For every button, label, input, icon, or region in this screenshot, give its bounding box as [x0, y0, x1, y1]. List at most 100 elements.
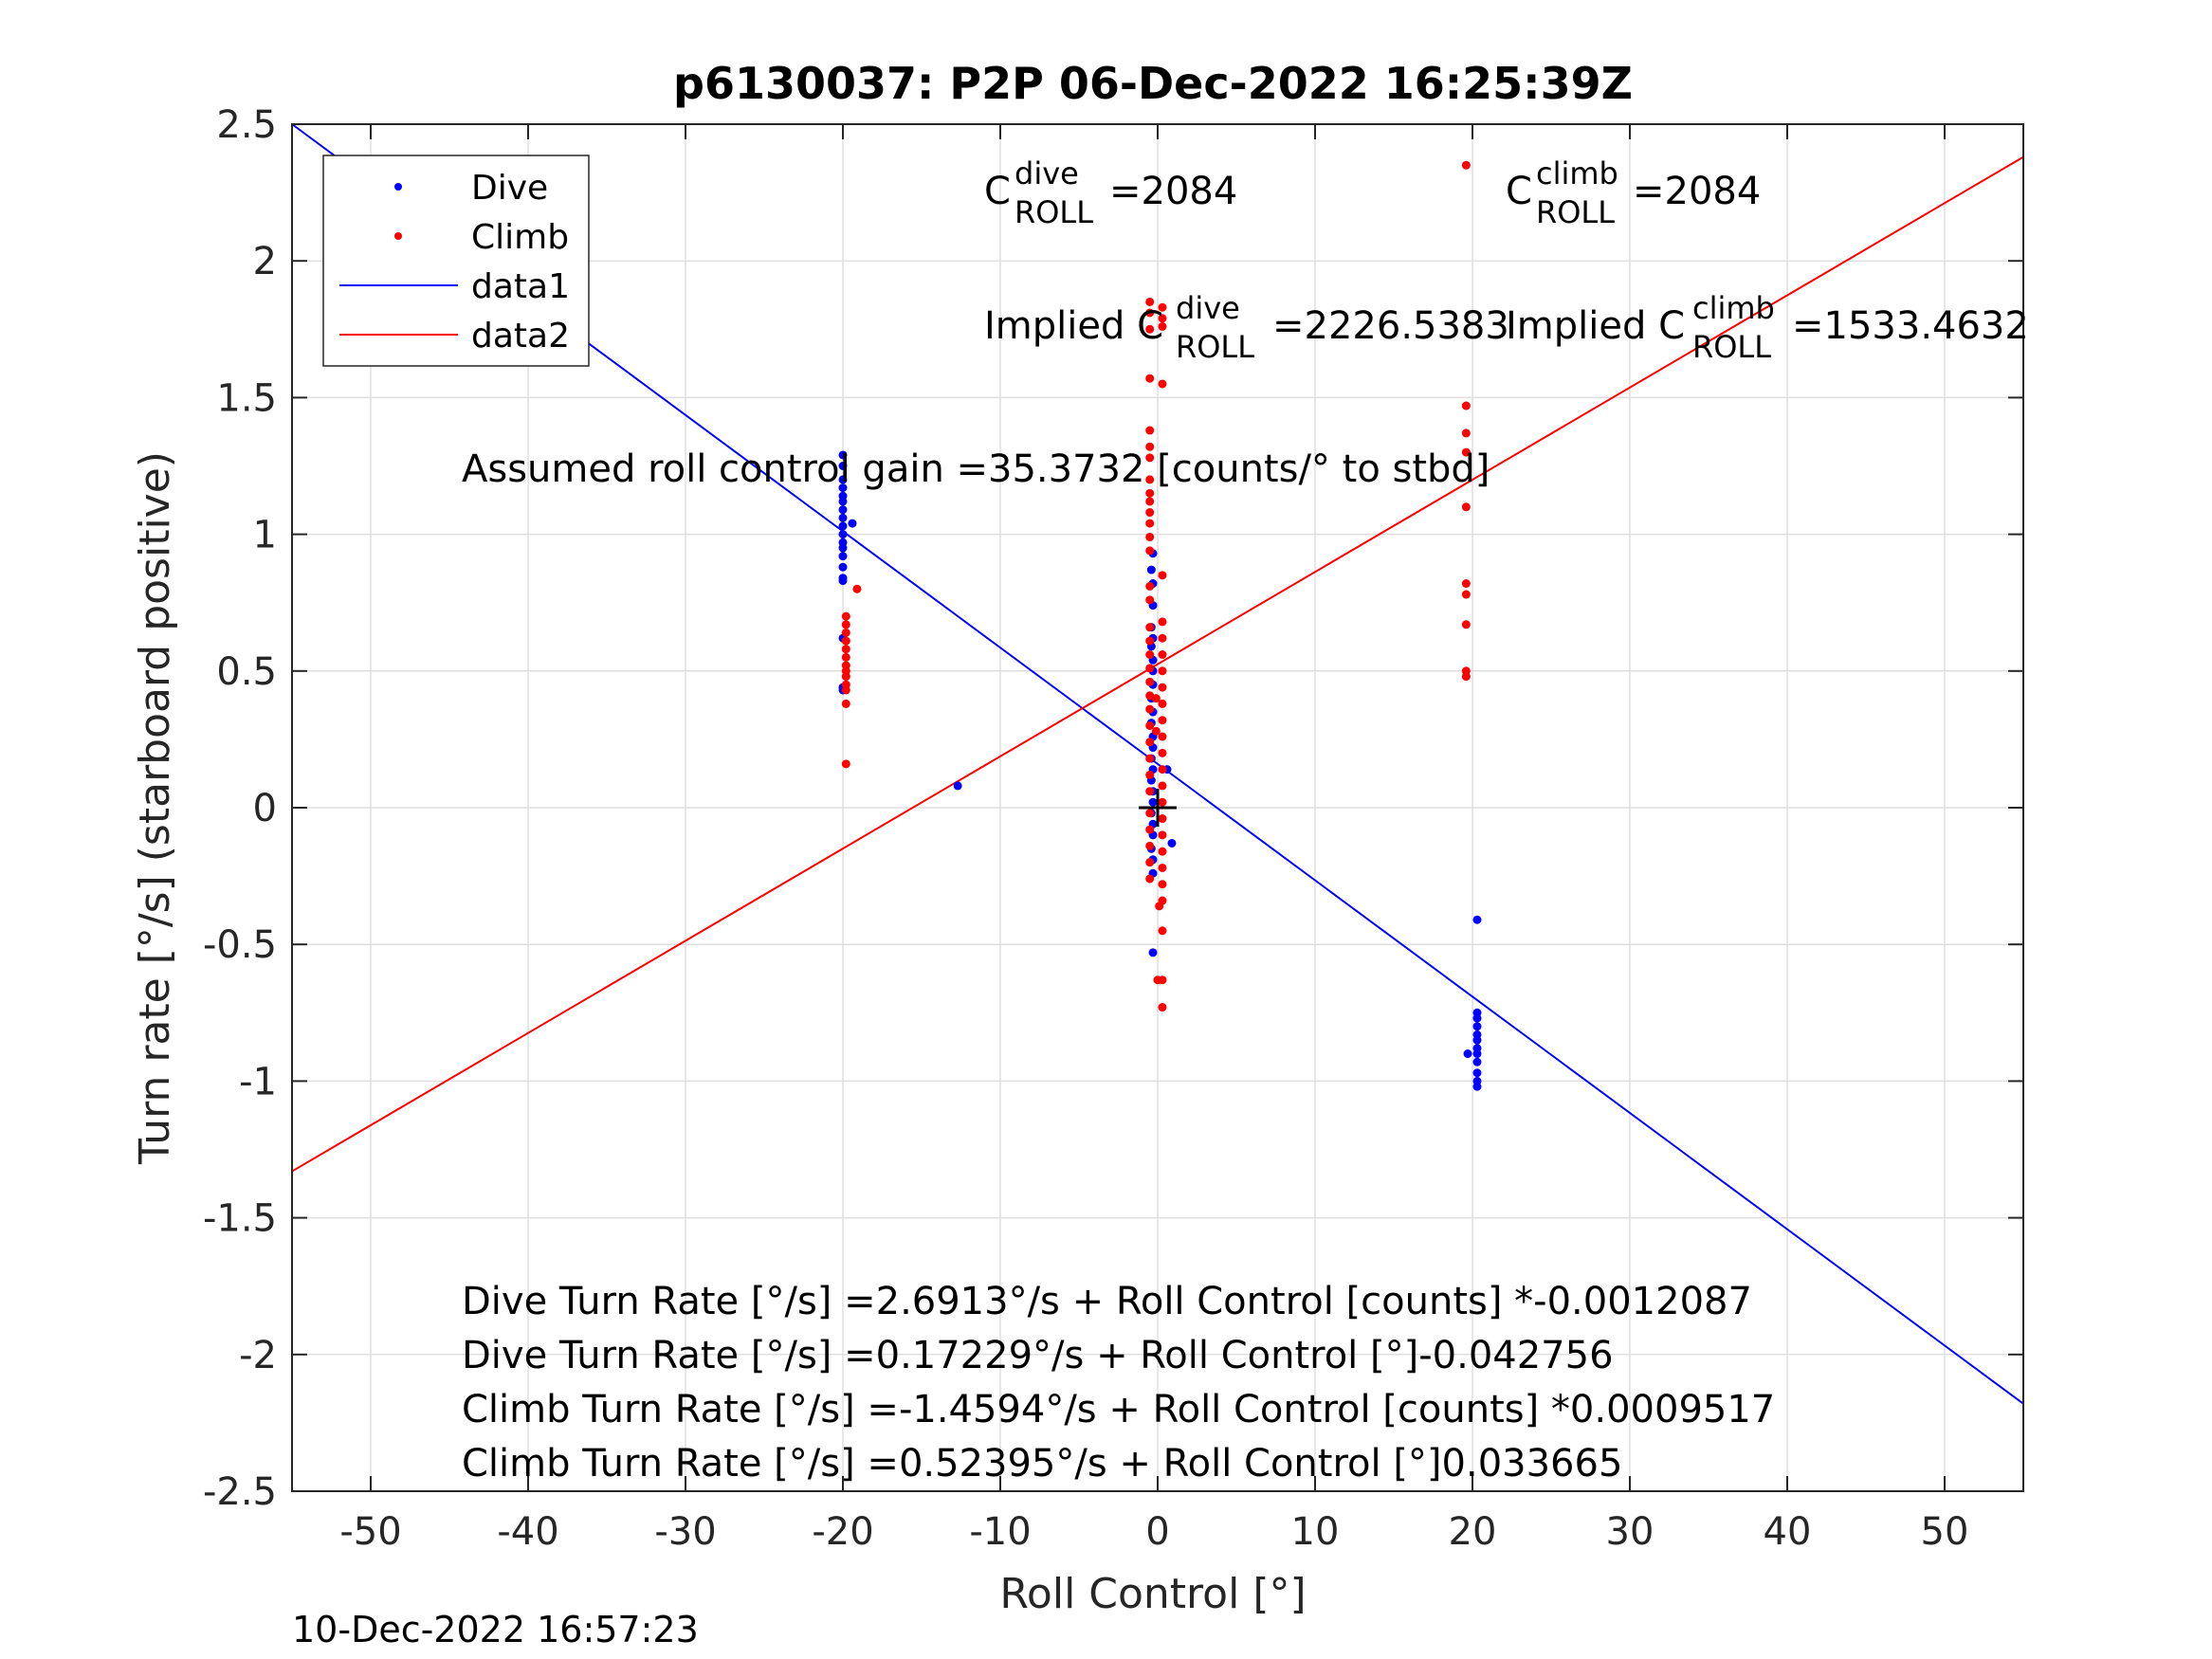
dive-point	[848, 519, 857, 528]
x-tick-label: 0	[1145, 1510, 1169, 1554]
climb-point	[1158, 633, 1167, 643]
climb-point	[1151, 726, 1161, 736]
dive-point	[1472, 1035, 1482, 1045]
climb-point	[1461, 428, 1471, 438]
dive-point	[1472, 1049, 1482, 1059]
climb-point	[1145, 308, 1155, 318]
y-axis-title: Turn rate [°/s] (starboard positive)	[131, 451, 179, 1165]
dive-point	[1167, 838, 1177, 848]
dive-point	[1148, 948, 1158, 957]
climb-point	[1158, 302, 1167, 312]
climb-point	[1461, 160, 1471, 170]
climb-point	[1158, 781, 1167, 791]
climb-point	[1145, 595, 1155, 605]
legend: Dive Climb data1 data2	[322, 155, 590, 367]
c-dive-base: C	[984, 170, 1011, 213]
legend-data2-label: data2	[471, 317, 570, 356]
fit-line-data2	[291, 155, 2024, 1173]
dive-point	[1463, 1049, 1472, 1059]
footer-timestamp: 10-Dec-2022 16:57:23	[292, 1609, 699, 1650]
implied-c-roll-climb-annotation: Implied C climb ROLL =1533.4632	[1506, 290, 2029, 365]
legend-climb-label: Climb	[471, 218, 569, 257]
dive-point	[838, 530, 848, 539]
climb-point	[1461, 502, 1471, 512]
climb-point	[841, 611, 850, 621]
y-tick-label: -2.5	[203, 1470, 277, 1514]
climb-point	[1145, 787, 1155, 796]
axis-ticks	[292, 123, 2023, 1492]
climb-point	[1145, 720, 1155, 730]
x-tick-label: -20	[812, 1510, 873, 1554]
dive-point	[1472, 1057, 1482, 1066]
dive-point	[838, 450, 848, 460]
climb-point	[1145, 519, 1155, 528]
c-dive-value: =2084	[1109, 170, 1237, 213]
implied-climb-sup: climb	[1692, 290, 1775, 326]
dive-point	[838, 497, 848, 506]
x-tick-label: -30	[654, 1510, 716, 1554]
climb-point	[841, 699, 850, 708]
y-tick-label: 1.5	[216, 376, 277, 420]
implied-climb-prefix: Implied C	[1506, 304, 1685, 348]
x-tick-label: -10	[969, 1510, 1031, 1554]
climb-point	[1158, 926, 1167, 936]
y-tick-labels: -2.5 -2 -1.5 -1 -0.5 0 0.5 1 1.5 2 2.5	[203, 103, 277, 1514]
climb-point	[1461, 590, 1471, 599]
dive-point	[1472, 1013, 1482, 1023]
equation-dive-counts: Dive Turn Rate [°/s] =2.6913°/s + Roll C…	[462, 1280, 1752, 1323]
dive-point	[838, 562, 848, 572]
climb-point	[1145, 754, 1155, 763]
y-tick-label: -1	[239, 1060, 277, 1103]
climb-point	[1145, 809, 1155, 818]
x-tick-label: 30	[1606, 1510, 1654, 1554]
climb-point	[1461, 447, 1471, 457]
legend-box	[322, 155, 590, 367]
x-tick-label: -40	[497, 1510, 558, 1554]
climb-point	[1158, 863, 1167, 872]
climb-point	[1158, 830, 1167, 840]
dive-point	[1472, 915, 1482, 924]
legend-dive-label: Dive	[471, 169, 548, 208]
dive-point	[1148, 797, 1158, 807]
climb-point	[1145, 825, 1155, 834]
implied-dive-sup: dive	[1176, 290, 1240, 326]
y-tick-label: 2.5	[216, 103, 277, 147]
climb-point	[1158, 797, 1167, 807]
climb-point	[841, 759, 850, 769]
x-tick-labels: -50 -40 -30 -20 -10 0 10 20 30 40 50	[339, 1510, 1968, 1554]
climb-point	[1145, 704, 1155, 714]
climb-point	[1158, 765, 1167, 775]
climb-point	[1155, 902, 1164, 911]
c-climb-base: C	[1506, 170, 1532, 213]
dive-point	[1146, 565, 1156, 574]
climb-point	[841, 620, 850, 629]
climb-point	[1145, 442, 1155, 451]
c-dive-sup: dive	[1015, 155, 1079, 191]
c-roll-dive-annotation: C dive ROLL =2084	[984, 155, 1237, 230]
legend-dive-marker	[394, 183, 402, 191]
climb-point	[1145, 738, 1155, 747]
climb-point	[1145, 636, 1155, 646]
c-dive-sub: ROLL	[1015, 194, 1093, 230]
climb-point	[1158, 732, 1167, 741]
climb-point	[1145, 488, 1155, 498]
y-tick-label: 0.5	[216, 650, 277, 694]
climb-point	[1158, 649, 1167, 659]
dive-point	[838, 552, 848, 561]
dive-point	[838, 513, 848, 522]
climb-point	[1145, 664, 1155, 673]
implied-climb-value: =1533.4632	[1792, 304, 2029, 348]
dive-point	[1472, 1082, 1482, 1091]
x-tick-label: -50	[339, 1510, 401, 1554]
climb-point	[1158, 617, 1167, 627]
legend-data1-label: data1	[471, 267, 570, 306]
equation-climb-counts: Climb Turn Rate [°/s] =-1.4594°/s + Roll…	[462, 1388, 1775, 1431]
climb-point	[1145, 581, 1155, 591]
origin-cross-marker	[1139, 789, 1177, 827]
equation-dive-degrees: Dive Turn Rate [°/s] =0.17229°/s + Roll …	[462, 1334, 1614, 1377]
climb-point	[841, 685, 850, 695]
climb-point	[1145, 546, 1155, 556]
dive-point	[838, 505, 848, 515]
x-tick-label: 40	[1764, 1510, 1812, 1554]
climb-point	[1158, 666, 1167, 676]
